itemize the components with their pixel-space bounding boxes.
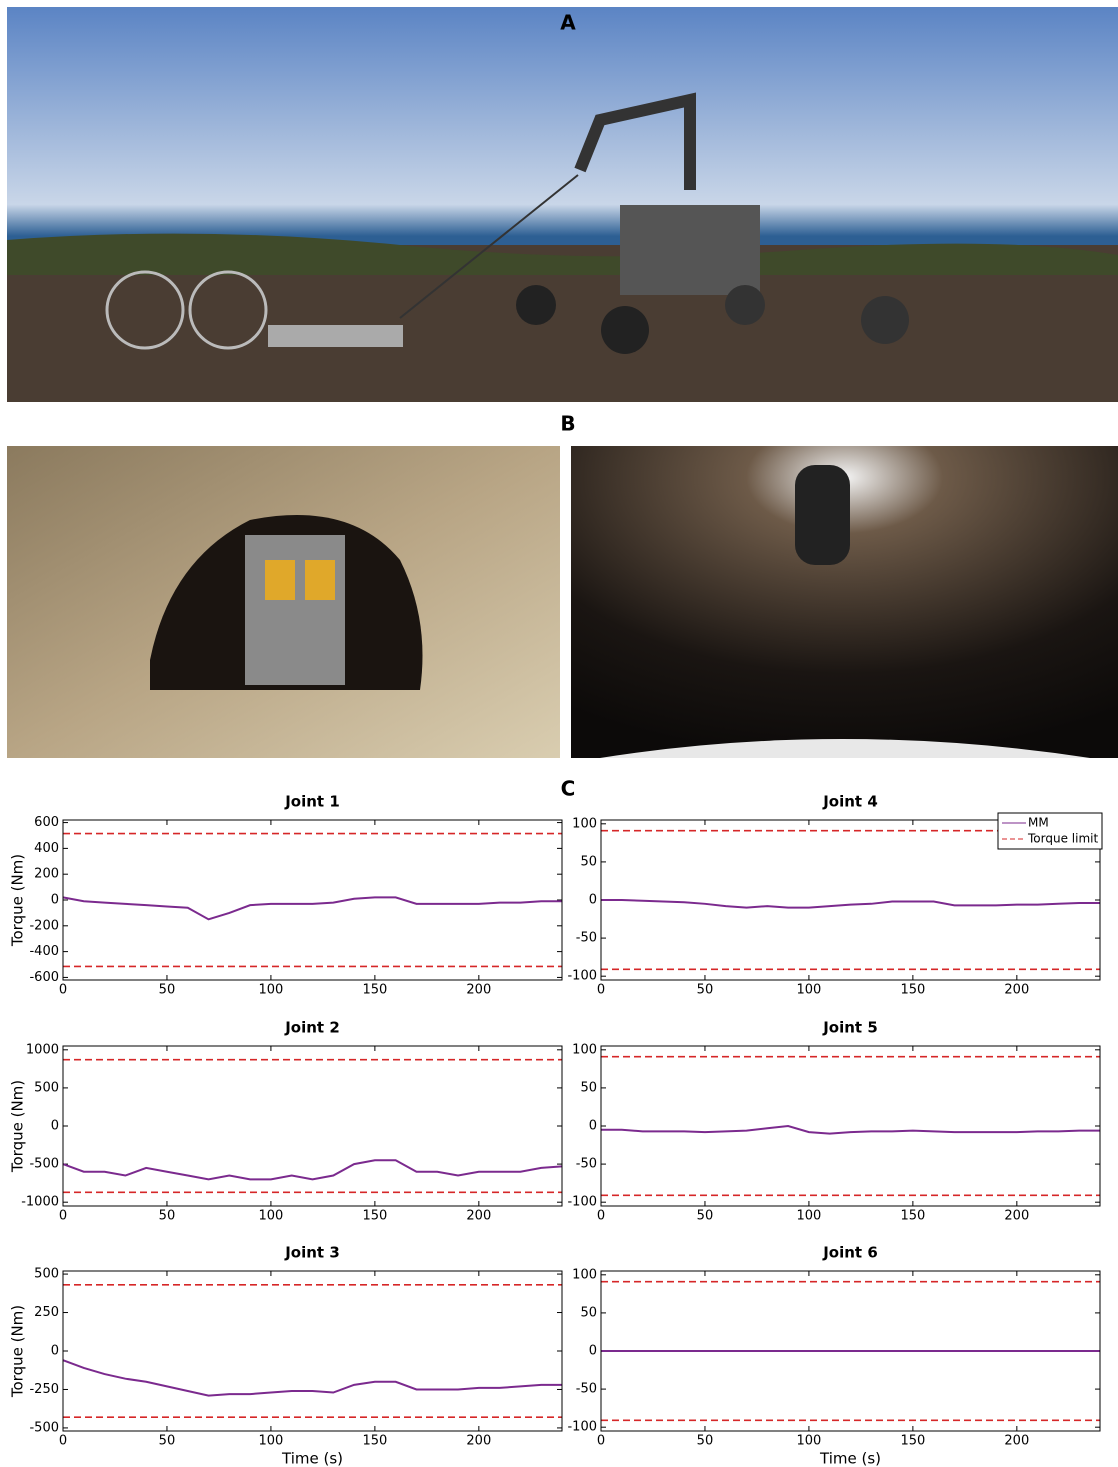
y-tick-label: 400	[34, 841, 59, 856]
x-tick-label: 200	[1004, 1434, 1029, 1449]
x-tick-label: 50	[697, 1209, 714, 1224]
y-tick-label: -100	[567, 1420, 597, 1435]
torque-line	[601, 1126, 1100, 1134]
y-tick-label: -100	[567, 969, 597, 984]
y-tick-label: 500	[34, 1080, 59, 1095]
x-tick-label: 200	[466, 1209, 491, 1224]
x-tick-label: 200	[1004, 983, 1029, 998]
torque-line	[601, 900, 1100, 908]
x-axis-label: Time (s)	[281, 1450, 343, 1467]
y-tick-label: 0	[51, 893, 59, 908]
x-tick-label: 100	[797, 983, 822, 998]
y-tick-label: 100	[572, 1042, 597, 1057]
panel-label: A	[560, 11, 576, 35]
figure: A B C Joint 1 Torque (Nm) -600 -400 -200 0 200…	[0, 0, 1118, 1467]
y-axis-label: Torque (Nm)	[9, 854, 27, 947]
chart-title: Joint 3	[284, 1244, 340, 1262]
x-tick-label: 50	[159, 1209, 176, 1224]
panel-label: C	[561, 777, 576, 801]
y-tick-label: 1000	[26, 1042, 59, 1057]
y-tick-label: 50	[580, 854, 597, 869]
y-tick-label: -250	[29, 1382, 59, 1397]
y-tick-label: -50	[576, 1157, 597, 1172]
photo-cave-entrance	[7, 446, 560, 758]
y-tick-label: 100	[572, 1267, 597, 1282]
y-tick-label: -200	[29, 918, 59, 933]
y-tick-label: -600	[29, 970, 59, 985]
y-tick-label: 50	[580, 1080, 597, 1095]
y-tick-label: -500	[29, 1157, 59, 1172]
x-tick-label: 0	[59, 1209, 67, 1224]
y-tick-label: 0	[51, 1344, 59, 1359]
x-tick-label: 200	[466, 983, 491, 998]
y-tick-label: 0	[589, 1344, 597, 1359]
x-axis-label: Time (s)	[819, 1450, 881, 1467]
x-tick-label: 150	[900, 1209, 925, 1224]
y-tick-label: 0	[589, 893, 597, 908]
y-tick-label: 50	[580, 1305, 597, 1320]
torque-line	[63, 897, 562, 919]
x-tick-label: 0	[597, 1434, 605, 1449]
chart-title: Joint 5	[822, 1019, 878, 1037]
chart-title: Joint 6	[822, 1244, 878, 1262]
y-tick-label: -50	[576, 931, 597, 946]
y-tick-label: 250	[34, 1305, 59, 1320]
legend-label: MM	[1028, 816, 1049, 830]
plot-frame	[601, 1046, 1100, 1206]
y-tick-label: -500	[29, 1420, 59, 1435]
x-tick-label: 0	[59, 1434, 67, 1449]
torque-line	[63, 1160, 562, 1179]
x-tick-label: 150	[900, 1434, 925, 1449]
x-tick-label: 50	[697, 983, 714, 998]
x-tick-label: 0	[597, 983, 605, 998]
y-tick-label: -100	[567, 1195, 597, 1210]
x-tick-label: 0	[59, 983, 67, 998]
chart-title: Joint 1	[284, 793, 340, 811]
x-tick-label: 100	[259, 1209, 284, 1224]
x-tick-label: 50	[697, 1434, 714, 1449]
chart-title: Joint 2	[284, 1019, 340, 1037]
y-tick-label: 100	[572, 816, 597, 831]
x-tick-label: 150	[362, 1434, 387, 1449]
photo-rover	[7, 7, 1118, 402]
chart-title: Joint 4	[822, 793, 878, 811]
y-tick-label: 500	[34, 1267, 59, 1282]
y-tick-label: -50	[576, 1382, 597, 1397]
photo-cave-descent	[571, 446, 1118, 758]
x-tick-label: 0	[597, 1209, 605, 1224]
plot-frame	[63, 1271, 562, 1431]
y-tick-label: 0	[51, 1119, 59, 1134]
x-tick-label: 100	[797, 1209, 822, 1224]
y-tick-label: -1000	[21, 1195, 59, 1210]
x-tick-label: 200	[1004, 1209, 1029, 1224]
y-tick-label: -400	[29, 944, 59, 959]
x-tick-label: 150	[362, 1209, 387, 1224]
x-tick-label: 100	[259, 1434, 284, 1449]
y-tick-label: 600	[34, 815, 59, 830]
x-tick-label: 150	[900, 983, 925, 998]
plot-frame	[63, 1046, 562, 1206]
plot-frame	[63, 820, 562, 980]
y-tick-label: 0	[589, 1119, 597, 1134]
x-tick-label: 50	[159, 1434, 176, 1449]
x-tick-label: 100	[259, 983, 284, 998]
x-tick-label: 200	[466, 1434, 491, 1449]
x-tick-label: 50	[159, 983, 176, 998]
panel-label: B	[560, 412, 575, 436]
x-tick-label: 100	[797, 1434, 822, 1449]
x-tick-label: 150	[362, 983, 387, 998]
y-axis-label: Torque (Nm)	[9, 1080, 27, 1173]
y-tick-label: 200	[34, 867, 59, 882]
torque-line	[63, 1360, 562, 1395]
y-axis-label: Torque (Nm)	[9, 1305, 27, 1398]
legend-label: Torque limit	[1027, 832, 1098, 846]
